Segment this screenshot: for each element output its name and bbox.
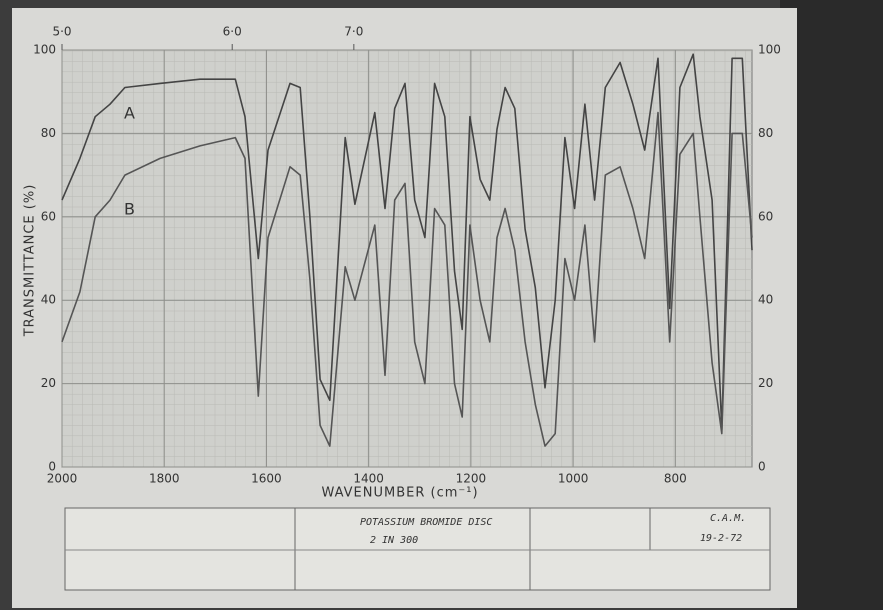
form-note: C.A.M.	[710, 513, 746, 524]
y-tick-label: 60	[41, 209, 56, 223]
y-tick-label: 80	[758, 126, 773, 140]
form-note: POTASSIUM BROMIDE DISC	[360, 517, 492, 528]
shadow	[780, 0, 883, 610]
x-tick-label: 1200	[456, 472, 487, 486]
top-tick-label: 5·0	[52, 25, 71, 39]
y-tick-label: 60	[758, 209, 773, 223]
x-tick-label: 800	[664, 472, 687, 486]
x-tick-label: 1000	[558, 472, 589, 486]
y-tick-label: 80	[41, 126, 56, 140]
x-tick-label: 1400	[353, 472, 384, 486]
form-note: 2 IN 300	[370, 535, 418, 546]
y-tick-label: 40	[41, 293, 56, 307]
x-tick-label: 1800	[149, 472, 180, 486]
top-tick-label: 7·0	[344, 25, 363, 39]
form-note: 19-2-72	[700, 533, 742, 544]
top-tick-label: 6·0	[223, 25, 242, 39]
x-tick-label: 1600	[251, 472, 282, 486]
y-tick-label: 100	[33, 43, 56, 57]
x-tick-label: 2000	[47, 472, 78, 486]
y-tick-label: 0	[48, 460, 56, 474]
series-label: B	[124, 200, 135, 219]
y-axis-title: TRANSMITTANCE (%)	[23, 184, 38, 338]
y-tick-label: 100	[758, 43, 781, 57]
ticks: 2000 1800 1600 1400 1200 1000 800 0 0 20 20 40 40 60 6…	[33, 25, 781, 486]
lines: AB	[61, 53, 753, 447]
form-box	[64, 507, 771, 591]
series-label: A	[124, 104, 135, 123]
form-notes: POTASSIUM BROMIDE DISC 2 IN 300 C.A.M. 19-2…	[360, 513, 746, 546]
series-line	[61, 111, 753, 447]
series-line	[61, 53, 753, 431]
grid	[61, 49, 752, 468]
y-tick-label: 20	[758, 376, 773, 390]
y-tick-label: 20	[41, 376, 56, 390]
y-tick-label: 40	[758, 293, 773, 307]
y-tick-label: 0	[758, 460, 766, 474]
x-axis-title: WAVENUMBER (cm⁻¹)	[321, 486, 478, 501]
